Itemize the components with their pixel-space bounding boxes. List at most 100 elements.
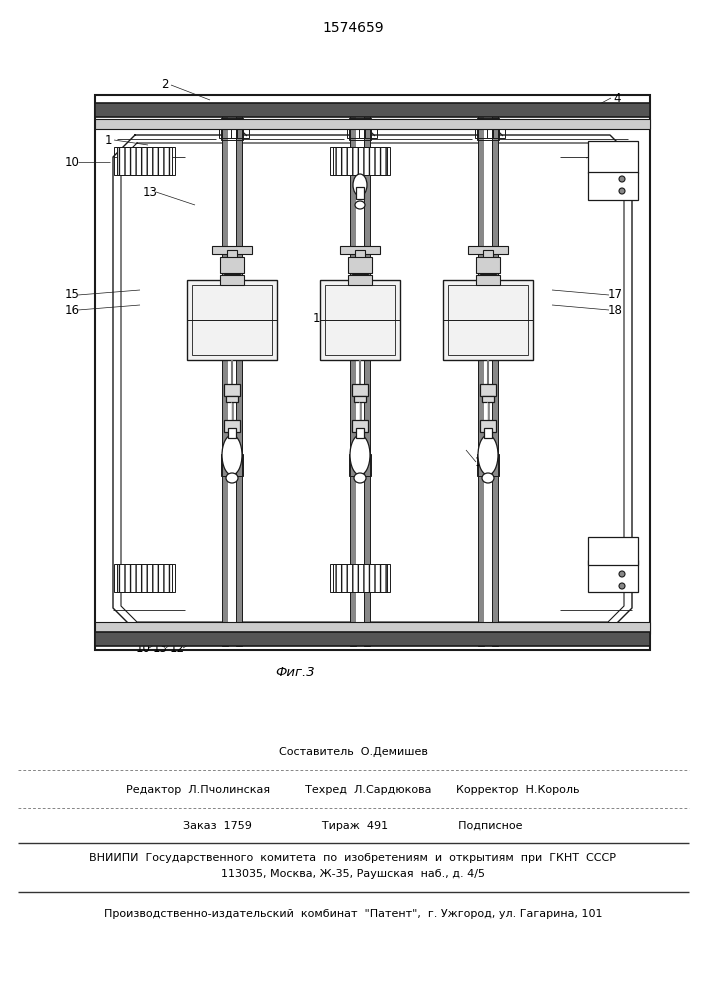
Bar [320,280,400,360]
Bar [484,103,492,646]
Text: Редактор  Л.Пчолинская          Техред  Л.Сардюкова       Корректор  Н.Король: Редактор Л.Пчолинская Техред Л.Сардюкова… [127,785,580,795]
Circle shape [229,265,235,271]
Bar [325,285,395,355]
Ellipse shape [478,435,498,475]
Bar [443,280,533,360]
Bar [222,103,228,646]
Bar [478,103,484,646]
Ellipse shape [222,435,242,475]
Bar [352,268,368,274]
Bar [349,622,371,644]
Bar [231,120,249,138]
Text: 13: 13 [143,186,158,198]
Bar [333,147,387,175]
Bar [349,118,371,140]
Bar [95,632,650,646]
Ellipse shape [226,473,238,483]
Text: 1574659: 1574659 [322,21,384,35]
Text: 15: 15 [64,288,79,302]
Bar [482,396,494,402]
Bar [224,384,240,396]
Bar [220,257,244,273]
Bar [95,103,650,117]
Bar [448,285,528,355]
Bar [228,103,236,646]
Circle shape [619,176,625,182]
Bar [352,420,368,432]
Bar [588,560,638,592]
Bar [475,120,493,138]
Text: 16: 16 [64,304,79,316]
Bar [477,118,499,140]
Bar [468,246,508,254]
Bar [480,268,496,274]
Ellipse shape [350,435,370,475]
Bar [117,564,172,592]
Bar [114,564,175,592]
Circle shape [619,571,625,577]
Bar [588,537,638,565]
Text: 12: 12 [170,642,185,654]
Bar [221,118,243,140]
Ellipse shape [355,201,365,209]
Text: Заказ  1759                    Тираж  491                    Подписное: Заказ 1759 Тираж 491 Подписное [183,821,522,831]
Bar [352,384,368,396]
Ellipse shape [482,473,494,483]
Text: 11: 11 [474,456,489,468]
Bar [348,275,372,285]
Bar [356,187,364,199]
Bar [348,257,372,273]
Ellipse shape [353,174,367,196]
Bar [95,119,650,129]
Bar [359,120,377,138]
Circle shape [619,583,625,589]
Bar [350,103,356,646]
Bar [333,564,387,592]
Bar [588,172,638,200]
Bar [114,147,175,175]
Text: Фиг.3: Фиг.3 [275,666,315,678]
Bar [483,250,493,270]
Text: Производственно-издательский  комбинат  "Патент",  г. Ужгород, ул. Гагарина, 101: Производственно-издательский комбинат "П… [104,909,602,919]
Bar [340,246,380,254]
Bar [95,95,650,650]
Bar [588,141,638,173]
Bar [95,622,650,634]
Bar [477,622,499,644]
Bar [219,120,237,138]
Text: 2: 2 [161,79,169,92]
Circle shape [357,265,363,271]
Text: 1: 1 [104,133,112,146]
Bar [480,384,496,396]
Bar [228,428,236,438]
Text: 18: 18 [607,304,622,316]
Bar [480,420,496,432]
Bar [227,250,237,270]
Ellipse shape [354,473,366,483]
Bar [364,103,370,646]
Text: 13: 13 [153,642,168,654]
Text: 10: 10 [64,155,79,168]
Circle shape [619,188,625,194]
Text: 113035, Москва, Ж-35, Раушская  наб., д. 4/5: 113035, Москва, Ж-35, Раушская наб., д. … [221,869,485,879]
Bar [356,428,364,438]
Circle shape [485,265,491,271]
Bar [355,250,365,270]
Bar [476,275,500,285]
Bar [236,103,242,646]
Polygon shape [113,135,632,630]
Bar [220,275,244,285]
Bar [221,622,243,644]
Text: 17: 17 [607,288,622,302]
Bar [484,428,492,438]
Bar [187,280,277,360]
Bar [330,147,390,175]
Bar [221,454,243,476]
Bar [224,268,240,274]
Bar [477,454,499,476]
Bar [212,246,252,254]
Text: ВНИИПИ  Государственного  комитета  по  изобретениям  и  открытиям  при  ГКНТ  С: ВНИИПИ Государственного комитета по изоб… [90,853,617,863]
Text: 4: 4 [613,92,621,104]
Text: 14: 14 [312,312,327,324]
Text: Составитель  О.Демишев: Составитель О.Демишев [279,747,428,757]
